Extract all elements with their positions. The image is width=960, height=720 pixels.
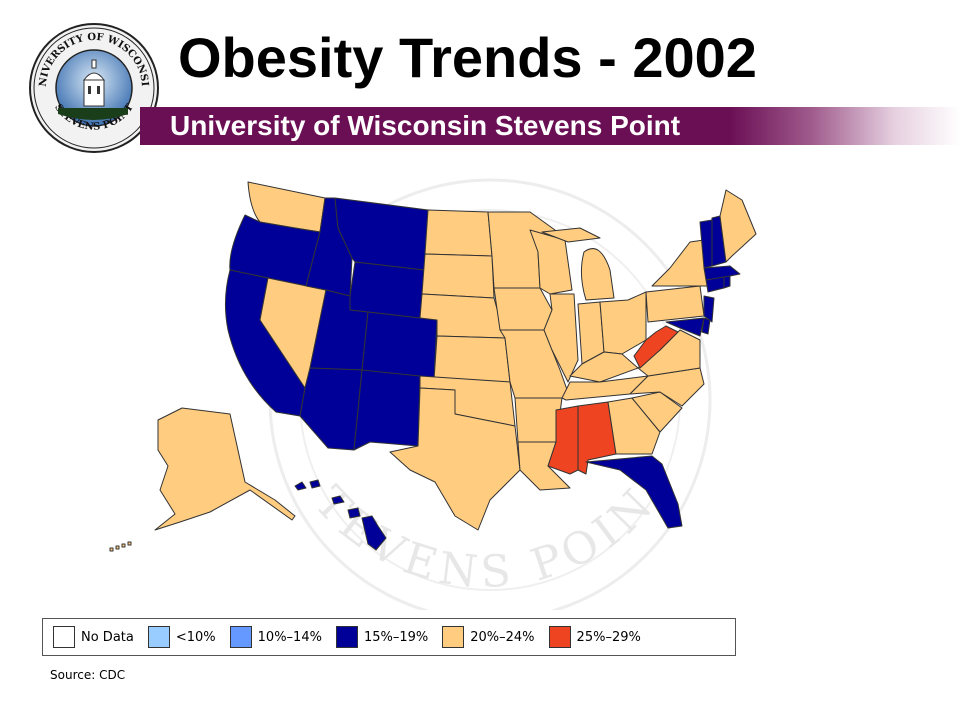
legend-item-20-24: 20%–24% bbox=[442, 626, 534, 648]
map-legend: No Data <10% 10%–14% 15%–19% 20%–24% 25%… bbox=[42, 618, 736, 656]
legend-item-lt10: <10% bbox=[148, 626, 216, 648]
us-obesity-map: STEVENS POINT bbox=[100, 170, 760, 610]
state-ia bbox=[494, 288, 552, 330]
legend-swatch bbox=[549, 626, 571, 648]
state-ks bbox=[434, 336, 510, 382]
state-co bbox=[362, 312, 437, 380]
state-ky bbox=[570, 352, 638, 382]
page-subtitle: University of Wisconsin Stevens Point bbox=[170, 110, 680, 142]
state-ar bbox=[515, 398, 562, 442]
aleutian-islands bbox=[110, 542, 131, 551]
state-wy bbox=[350, 262, 424, 318]
state-pa bbox=[646, 286, 704, 322]
legend-label: 15%–19% bbox=[364, 630, 428, 645]
legend-swatch bbox=[148, 626, 170, 648]
state-oh bbox=[600, 292, 646, 354]
page-title: Obesity Trends - 2002 bbox=[178, 30, 757, 86]
source-credit: Source: CDC bbox=[50, 668, 125, 682]
state-ak bbox=[155, 408, 295, 530]
legend-item-no-data: No Data bbox=[53, 626, 134, 648]
legend-item-10-14: 10%–14% bbox=[230, 626, 322, 648]
legend-label: <10% bbox=[176, 630, 216, 645]
legend-item-25-29: 25%–29% bbox=[549, 626, 641, 648]
legend-label: No Data bbox=[81, 630, 134, 645]
state-de bbox=[702, 318, 710, 334]
legend-swatch bbox=[230, 626, 252, 648]
legend-swatch bbox=[336, 626, 358, 648]
state-nm bbox=[354, 370, 420, 450]
legend-label: 20%–24% bbox=[470, 630, 534, 645]
state-sd bbox=[422, 254, 494, 298]
state-az bbox=[300, 368, 362, 450]
state-nd bbox=[425, 210, 492, 256]
legend-label: 10%–14% bbox=[258, 630, 322, 645]
state-me bbox=[720, 190, 756, 262]
legend-item-15-19: 15%–19% bbox=[336, 626, 428, 648]
state-ri bbox=[724, 276, 730, 288]
legend-label: 25%–29% bbox=[577, 630, 641, 645]
legend-swatch bbox=[53, 626, 75, 648]
legend-swatch bbox=[442, 626, 464, 648]
